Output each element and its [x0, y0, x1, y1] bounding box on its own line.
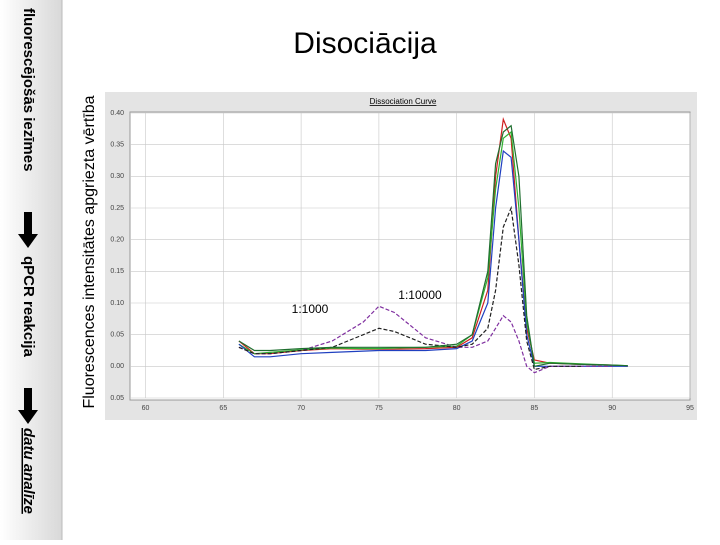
x-tick-label: 70: [297, 405, 305, 412]
annotation: 1:10000: [398, 288, 442, 302]
annotation: 1:1000: [292, 302, 329, 316]
y-tick-label: 0.25: [110, 205, 124, 212]
arrow: [18, 212, 38, 248]
step: datu analīze: [20, 428, 37, 514]
y-tick-label: 0.40: [110, 110, 124, 117]
series-line: [238, 305, 613, 374]
x-tick-label: 60: [142, 405, 150, 412]
x-tick-label: 75: [375, 405, 383, 412]
y-tick-label: 0.00: [110, 363, 124, 370]
series-line: [238, 124, 628, 368]
slide-title: Disociācija: [293, 27, 437, 60]
y-tick-label: 0.10: [110, 300, 124, 307]
plot-area: [129, 111, 691, 401]
chart-title: Dissociation Curve: [370, 97, 437, 106]
x-tick-label: 85: [531, 405, 539, 412]
step: qPCR reakcija: [20, 256, 37, 358]
x-tick-label: 95: [686, 405, 694, 412]
x-tick-label: 90: [608, 405, 616, 412]
x-tick-label: 80: [453, 405, 461, 412]
y-tick-label: 0.05: [110, 332, 124, 339]
series-line: [238, 149, 628, 367]
y-tick-label: 0.30: [110, 173, 124, 180]
y-tick-label: 0.20: [110, 237, 124, 244]
y-tick-label: 0.05: [110, 395, 124, 402]
step: fluorescējošās iezīmes: [20, 8, 37, 171]
arrow: [18, 388, 38, 424]
y-tick-label: 0.35: [110, 142, 124, 149]
series-line: [238, 205, 582, 371]
sidebar: [0, 0, 62, 540]
x-tick-label: 65: [219, 405, 227, 412]
y-axis-label: Fluorescences intensitātes apgriezta vēr…: [81, 95, 98, 408]
y-tick-label: 0.15: [110, 268, 124, 275]
